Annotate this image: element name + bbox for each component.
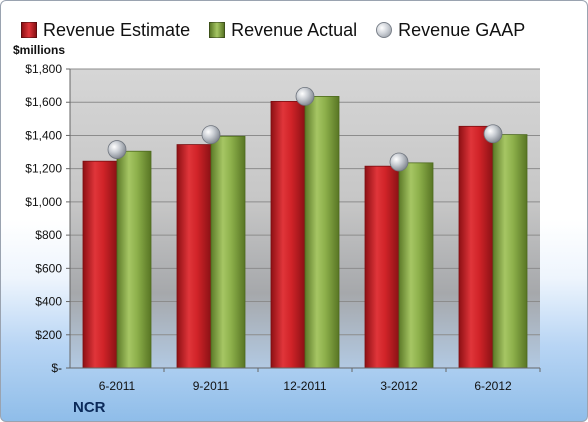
- y-tick-label: $600: [35, 261, 62, 275]
- y-axis: $- $200 $400 $600 $800 $1,000 $1,200 $1,400 $1,6…: [25, 62, 71, 375]
- marker-revenue-gaap: [389, 152, 409, 172]
- bar-revenue-actual: [492, 134, 528, 369]
- x-tick-label: 9-2011: [193, 379, 230, 393]
- y-tick-label: $800: [35, 228, 62, 242]
- gaap-markers: [107, 87, 503, 172]
- y-tick-label: $1,800: [25, 62, 62, 76]
- x-tick-label: 6-2011: [99, 379, 136, 393]
- legend-item-gaap: Revenue GAAP: [376, 20, 525, 41]
- legend-swatch-estimate: [21, 22, 37, 38]
- y-tick-label: $1,200: [25, 162, 62, 176]
- marker-revenue-gaap: [295, 87, 315, 106]
- marker-revenue-gaap: [483, 124, 503, 144]
- bar-revenue-estimate: [82, 160, 118, 369]
- bar-revenue-estimate: [270, 100, 306, 369]
- bar-revenue-actual: [304, 96, 340, 369]
- x-tick-label: 6-2012: [474, 379, 512, 393]
- y-tick-label: $200: [35, 328, 62, 342]
- legend-item-actual: Revenue Actual: [209, 20, 357, 41]
- bar-revenue-estimate: [176, 144, 212, 369]
- legend-swatch-gaap: [376, 22, 393, 38]
- x-tick-label: 3-2012: [380, 379, 418, 393]
- bar-revenue-estimate: [458, 125, 494, 369]
- bar-revenue-actual: [116, 150, 152, 369]
- legend: Revenue Estimate Revenue Actual Revenue …: [21, 16, 544, 44]
- legend-label-actual: Revenue Actual: [231, 19, 358, 40]
- bar-revenue-actual: [210, 135, 246, 369]
- bar-revenue-actual: [398, 162, 434, 369]
- legend-swatch-actual: [209, 22, 226, 38]
- bar-revenue-estimate: [364, 165, 400, 369]
- marker-revenue-gaap: [201, 125, 221, 145]
- y-tick-label: $1,600: [25, 95, 62, 109]
- y-tick-label: $-: [51, 361, 62, 375]
- legend-label-gaap: Revenue GAAP: [398, 19, 526, 40]
- legend-item-estimate: Revenue Estimate: [21, 20, 190, 41]
- bar-series: [82, 96, 528, 369]
- y-tick-label: $400: [35, 295, 62, 309]
- x-tick-label: 12-2011: [283, 379, 326, 393]
- x-axis: 6-2011 9-2011 12-2011 3-2012 6-2012: [70, 367, 541, 393]
- company-label: NCR: [73, 399, 106, 416]
- legend-label-estimate: Revenue Estimate: [43, 19, 191, 40]
- y-tick-label: $1,000: [25, 195, 62, 209]
- y-axis-unit-label: $millions: [13, 43, 66, 57]
- marker-revenue-gaap: [107, 140, 127, 159]
- y-tick-label: $1,400: [25, 128, 62, 142]
